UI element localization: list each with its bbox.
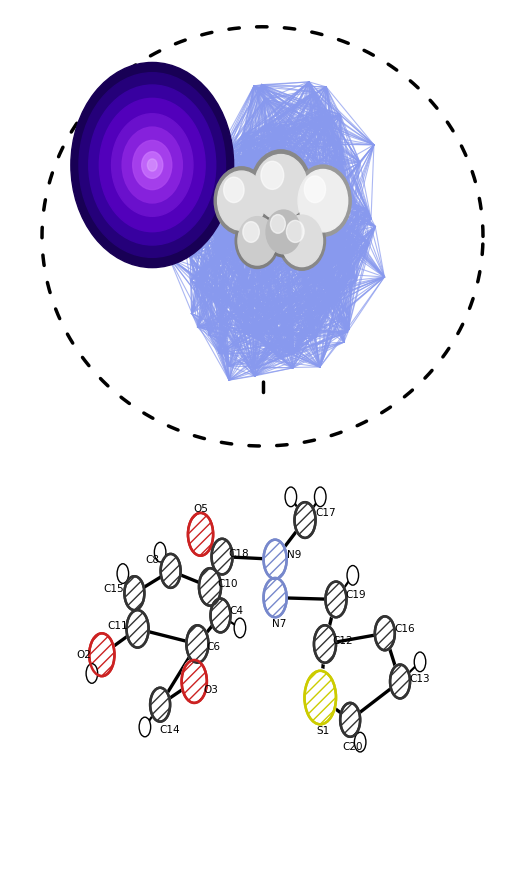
Text: C19: C19 bbox=[345, 590, 366, 600]
Ellipse shape bbox=[238, 217, 277, 265]
Ellipse shape bbox=[264, 207, 303, 257]
Text: C16: C16 bbox=[394, 624, 415, 634]
Ellipse shape bbox=[150, 688, 170, 722]
Ellipse shape bbox=[148, 159, 157, 171]
Ellipse shape bbox=[295, 502, 316, 538]
Ellipse shape bbox=[243, 221, 259, 243]
Text: C15: C15 bbox=[103, 583, 124, 594]
Ellipse shape bbox=[139, 717, 151, 737]
Ellipse shape bbox=[217, 171, 265, 230]
Ellipse shape bbox=[339, 701, 361, 739]
Ellipse shape bbox=[86, 664, 98, 683]
Ellipse shape bbox=[214, 167, 269, 235]
Ellipse shape bbox=[264, 540, 287, 579]
Ellipse shape bbox=[262, 576, 288, 619]
Ellipse shape bbox=[374, 615, 396, 652]
Ellipse shape bbox=[389, 663, 411, 700]
Ellipse shape bbox=[149, 686, 171, 723]
Ellipse shape bbox=[71, 62, 234, 268]
Ellipse shape bbox=[133, 140, 172, 190]
Ellipse shape bbox=[182, 660, 207, 703]
Ellipse shape bbox=[211, 537, 234, 576]
Text: O2: O2 bbox=[76, 649, 91, 660]
Ellipse shape bbox=[185, 624, 209, 665]
Ellipse shape bbox=[187, 511, 214, 558]
Ellipse shape bbox=[186, 625, 208, 663]
Ellipse shape bbox=[324, 580, 348, 619]
Ellipse shape bbox=[266, 210, 301, 253]
Ellipse shape bbox=[125, 608, 150, 649]
Ellipse shape bbox=[89, 633, 114, 676]
Ellipse shape bbox=[326, 582, 346, 617]
Ellipse shape bbox=[347, 566, 359, 585]
Ellipse shape bbox=[314, 625, 336, 663]
Text: C18: C18 bbox=[228, 549, 249, 559]
Text: C4: C4 bbox=[229, 606, 243, 616]
Ellipse shape bbox=[295, 165, 351, 236]
Ellipse shape bbox=[122, 127, 182, 203]
Ellipse shape bbox=[154, 542, 166, 562]
Text: C17: C17 bbox=[316, 508, 337, 518]
Ellipse shape bbox=[264, 578, 287, 617]
Ellipse shape bbox=[234, 618, 246, 638]
Ellipse shape bbox=[281, 215, 322, 267]
Ellipse shape bbox=[375, 616, 395, 650]
Ellipse shape bbox=[188, 513, 213, 556]
Ellipse shape bbox=[224, 178, 244, 202]
Text: C12: C12 bbox=[332, 636, 353, 647]
Ellipse shape bbox=[160, 552, 182, 590]
Ellipse shape bbox=[313, 624, 337, 665]
Ellipse shape bbox=[304, 671, 336, 724]
Ellipse shape bbox=[209, 597, 232, 634]
Ellipse shape bbox=[304, 176, 326, 202]
Text: C20: C20 bbox=[342, 741, 363, 752]
Text: C11: C11 bbox=[107, 621, 128, 632]
Ellipse shape bbox=[79, 73, 226, 258]
Ellipse shape bbox=[278, 211, 326, 270]
Ellipse shape bbox=[198, 566, 222, 607]
Ellipse shape bbox=[414, 652, 426, 672]
Text: C13: C13 bbox=[410, 673, 430, 684]
Ellipse shape bbox=[211, 599, 230, 632]
Ellipse shape bbox=[99, 98, 205, 232]
Ellipse shape bbox=[261, 161, 284, 189]
Ellipse shape bbox=[124, 576, 144, 610]
Ellipse shape bbox=[250, 150, 311, 225]
Ellipse shape bbox=[88, 632, 116, 678]
Ellipse shape bbox=[293, 500, 317, 540]
Text: C8: C8 bbox=[145, 555, 159, 566]
Ellipse shape bbox=[127, 610, 149, 648]
Ellipse shape bbox=[303, 668, 338, 727]
Ellipse shape bbox=[89, 85, 216, 245]
Ellipse shape bbox=[123, 574, 145, 612]
Ellipse shape bbox=[235, 213, 279, 268]
Ellipse shape bbox=[390, 665, 410, 698]
Text: C10: C10 bbox=[217, 579, 238, 590]
Text: O5: O5 bbox=[193, 504, 208, 515]
Ellipse shape bbox=[117, 564, 129, 583]
Ellipse shape bbox=[111, 114, 193, 217]
Ellipse shape bbox=[285, 487, 297, 507]
Ellipse shape bbox=[212, 539, 233, 574]
Ellipse shape bbox=[161, 554, 181, 588]
Text: O3: O3 bbox=[204, 685, 218, 696]
Ellipse shape bbox=[142, 152, 163, 178]
Text: N7: N7 bbox=[272, 619, 287, 630]
Ellipse shape bbox=[340, 703, 360, 737]
Ellipse shape bbox=[354, 732, 366, 752]
Ellipse shape bbox=[287, 220, 304, 243]
Ellipse shape bbox=[262, 538, 288, 581]
Ellipse shape bbox=[314, 487, 326, 507]
Ellipse shape bbox=[270, 215, 286, 234]
Ellipse shape bbox=[199, 568, 221, 606]
Ellipse shape bbox=[181, 658, 208, 705]
Ellipse shape bbox=[254, 154, 308, 220]
Text: C14: C14 bbox=[159, 724, 180, 735]
Text: N9: N9 bbox=[287, 549, 301, 560]
Text: C6: C6 bbox=[206, 641, 220, 652]
Text: S1: S1 bbox=[316, 726, 330, 737]
Ellipse shape bbox=[298, 169, 348, 232]
